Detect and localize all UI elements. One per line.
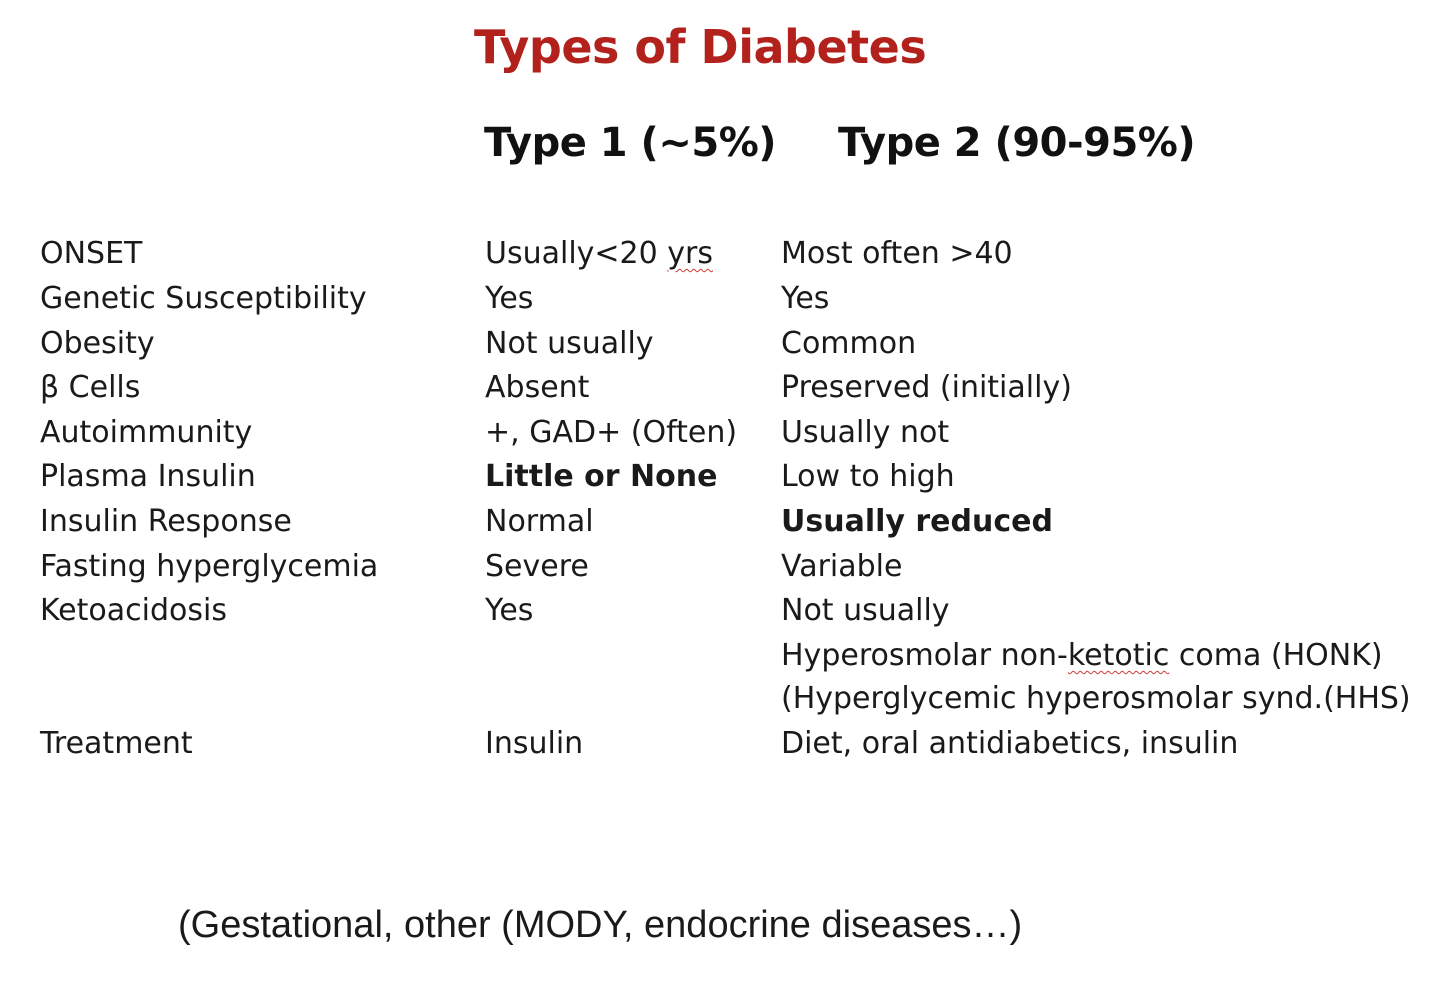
- type1-fasting-hyperglycemia: Severe: [485, 549, 589, 584]
- row-label-insulin-response: Insulin Response: [40, 504, 292, 539]
- row-label-beta-cells: β Cells: [40, 370, 141, 405]
- column-header-type1: Type 1 (~5%): [484, 120, 777, 166]
- type1-insulin-response: Normal: [485, 504, 594, 539]
- type2-obesity: Common: [781, 326, 917, 361]
- type1-autoimmunity: +, GAD+ (Often): [485, 415, 738, 450]
- type2-treatment: Diet, oral antidiabetics, insulin: [781, 726, 1239, 761]
- type2-insulin-response: Usually reduced: [781, 504, 1053, 539]
- type1-beta-cells: Absent: [485, 370, 590, 405]
- honk-text-end: coma (HONK): [1169, 638, 1383, 673]
- type2-ketoacidosis-hhs: (Hyperglycemic hyperosmolar synd.(HHS): [781, 681, 1411, 716]
- type2-ketoacidosis: Not usually: [781, 593, 950, 628]
- type1-treatment: Insulin: [485, 726, 584, 761]
- type2-ketoacidosis-honk: Hyperosmolar non-ketotic coma (HONK): [781, 638, 1383, 674]
- row-label-onset: ONSET: [40, 236, 143, 271]
- honk-text-start: Hyperosmolar non-: [781, 638, 1068, 673]
- type2-onset: Most often >40: [781, 236, 1013, 271]
- type2-plasma-insulin: Low to high: [781, 459, 955, 494]
- row-label-ketoacidosis: Ketoacidosis: [40, 593, 227, 628]
- row-label-plasma-insulin: Plasma Insulin: [40, 459, 256, 494]
- row-label-genetic-susceptibility: Genetic Susceptibility: [40, 281, 367, 316]
- type2-fasting-hyperglycemia: Variable: [781, 549, 903, 584]
- type1-ketoacidosis: Yes: [485, 593, 534, 628]
- type1-onset-text: Usually<20: [485, 236, 668, 271]
- type1-onset-unit: yrs: [667, 236, 713, 271]
- row-label-autoimmunity: Autoimmunity: [40, 415, 253, 450]
- type1-genetic-susceptibility: Yes: [485, 281, 534, 316]
- type1-obesity: Not usually: [485, 326, 654, 361]
- column-header-type2: Type 2 (90-95%): [838, 120, 1196, 166]
- type2-beta-cells: Preserved (initially): [781, 370, 1072, 405]
- type1-onset: Usually<20 yrs: [485, 236, 713, 272]
- row-label-fasting-hyperglycemia: Fasting hyperglycemia: [40, 549, 379, 584]
- row-label-obesity: Obesity: [40, 326, 155, 361]
- footnote: (Gestational, other (MODY, endocrine dis…: [178, 904, 1023, 946]
- type2-autoimmunity: Usually not: [781, 415, 950, 450]
- honk-text-ketotic: ketotic: [1067, 638, 1170, 673]
- type1-plasma-insulin: Little or None: [485, 459, 718, 494]
- row-label-treatment: Treatment: [40, 726, 193, 761]
- type2-genetic-susceptibility: Yes: [781, 281, 830, 316]
- page-title: Types of Diabetes: [474, 20, 927, 74]
